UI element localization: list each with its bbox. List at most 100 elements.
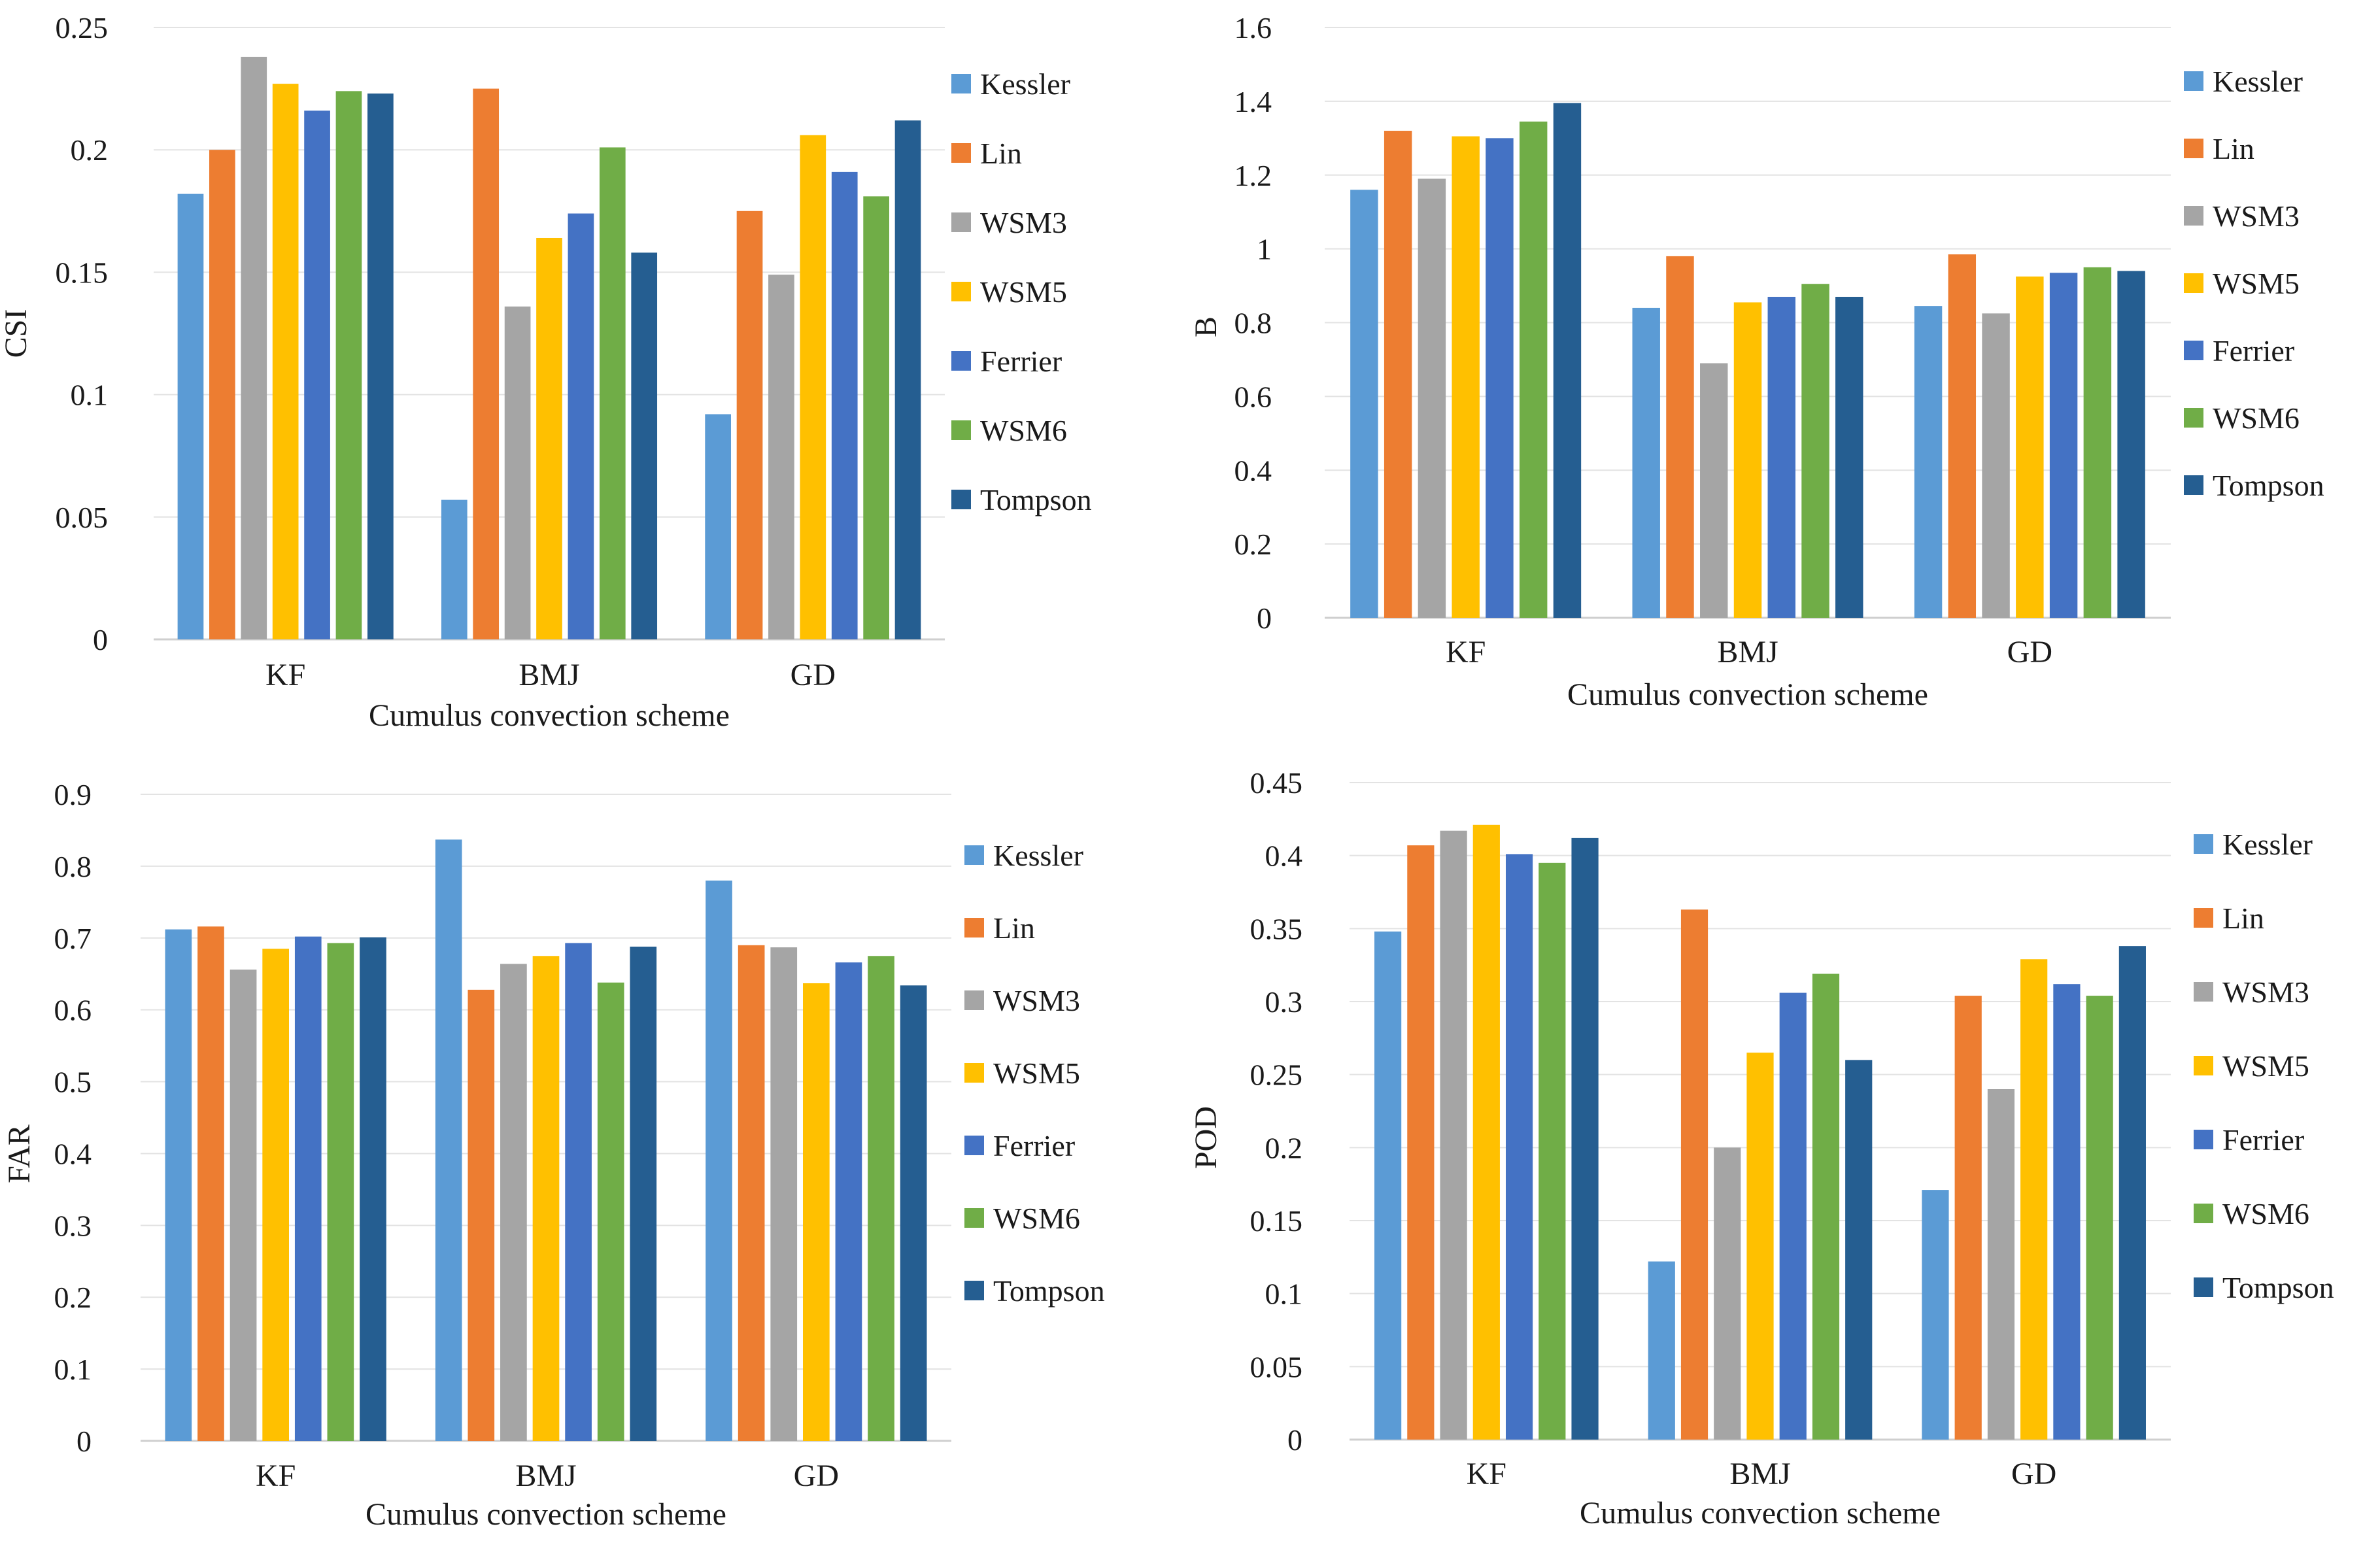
legend-label: Lin [2213, 132, 2254, 165]
legend-label: WSM3 [993, 984, 1080, 1017]
legend-swatch [2184, 206, 2203, 226]
y-axis-title: CSI [0, 309, 33, 358]
bar-ferrier-gd [835, 962, 862, 1441]
x-tick-labels: KF BMJ GD [1446, 635, 2052, 669]
y-tick-label: 0.35 [1250, 912, 1303, 945]
x-axis-title: Cumulus convection scheme [369, 698, 730, 733]
legend-label: WSM5 [2222, 1049, 2309, 1083]
legend-item-tompson: Tompson [2184, 469, 2324, 502]
y-tick-labels: 0 0.2 0.4 0.6 0.8 1 1.2 1.4 1.6 [1234, 11, 1272, 635]
bar-wsm3-gd [770, 947, 798, 1441]
pod-chart: 0 0.05 0.1 0.15 0.2 0.25 0.3 0.35 0.4 0.45 KF BMJ GD… [1189, 766, 2334, 1530]
bar-ferrier-kf [304, 110, 330, 639]
y-tick-label: 1.6 [1234, 11, 1272, 44]
series-kessler [1374, 931, 1949, 1440]
bar-kessler-kf [1374, 931, 1402, 1440]
y-tick-label: 0 [1287, 1423, 1302, 1457]
x-tick-label: KF [1446, 635, 1486, 669]
series-lin [1407, 845, 1982, 1440]
bar-wsm5-bmj [536, 237, 562, 639]
series-ferrier [294, 936, 862, 1441]
legend-swatch [2184, 408, 2203, 428]
legend-swatch [2194, 834, 2213, 854]
legend-label: Kessler [993, 839, 1083, 872]
legend-swatch [951, 212, 971, 232]
legend-item-wsm5: WSM5 [964, 1056, 1080, 1090]
series-wsm6 [1538, 862, 2113, 1440]
y-tick-label: 0 [93, 623, 108, 656]
series-kessler [1350, 190, 1943, 618]
bar-kessler-kf [165, 929, 192, 1441]
legend-item-wsm6: WSM6 [951, 414, 1067, 447]
x-tick-label: GD [794, 1459, 839, 1493]
legend-label: WSM6 [980, 414, 1067, 447]
x-tick-label: BMJ [1729, 1457, 1790, 1491]
y-tick-label: 0 [1257, 601, 1272, 635]
bar-wsm5-bmj [1733, 302, 1762, 618]
bar-tompson-bmj [631, 252, 658, 639]
legend-swatch [951, 420, 971, 440]
y-tick-label: 0.8 [54, 850, 92, 883]
legend-swatch [2194, 1056, 2213, 1075]
y-tick-label: 0.1 [71, 379, 109, 412]
legend-item-tompson: Tompson [2194, 1271, 2334, 1304]
y-tick-label: 0.15 [1250, 1204, 1303, 1238]
x-tick-label: KF [1467, 1457, 1506, 1491]
bar-ferrier-bmj [1767, 296, 1795, 618]
series-ferrier [1486, 138, 2078, 618]
bar-wsm5-gd [2016, 276, 2044, 618]
bar-ferrier-gd [831, 171, 858, 639]
bars [1374, 824, 2146, 1440]
bar-lin-bmj [1680, 909, 1708, 1440]
bars [177, 56, 921, 640]
bar-kessler-bmj [1632, 307, 1660, 618]
legend-item-wsm6: WSM6 [2184, 401, 2300, 435]
legend-label: Tompson [993, 1274, 1105, 1308]
bar-lin-bmj [468, 989, 495, 1441]
bar-wsm6-gd [2086, 996, 2113, 1440]
bar-wsm6-gd [2083, 267, 2112, 618]
legend-item-lin: Lin [964, 911, 1035, 945]
bar-wsm6-kf [1538, 862, 1566, 1440]
series-wsm3 [241, 56, 794, 640]
legend-item-wsm6: WSM6 [964, 1202, 1080, 1235]
bar-wsm3-bmj [500, 964, 527, 1441]
bar-wsm5-bmj [1746, 1053, 1774, 1440]
series-wsm5 [272, 84, 826, 640]
legend-item-ferrier: Ferrier [964, 1129, 1075, 1162]
y-tick-label: 0.4 [1234, 454, 1272, 487]
legend-label: WSM6 [993, 1202, 1080, 1235]
bar-wsm5-bmj [532, 956, 560, 1441]
legend-item-lin: Lin [951, 137, 1022, 170]
bar-wsm3-kf [1418, 178, 1446, 618]
bar-wsm6-gd [868, 956, 894, 1441]
legend-label: Ferrier [2213, 334, 2294, 367]
legend: Kessler Lin WSM3 WSM5 Ferrier WSM6 Tompson [964, 839, 1105, 1308]
y-tick-label: 0.05 [1250, 1350, 1303, 1383]
bar-kessler-kf [1350, 190, 1378, 618]
bar-wsm3-gd [1987, 1089, 2015, 1440]
y-tick-label: 0.8 [1234, 307, 1272, 340]
legend-item-lin: Lin [2184, 132, 2254, 165]
y-tick-label: 0.05 [56, 501, 109, 534]
bar-kessler-gd [705, 414, 731, 639]
legend-item-ferrier: Ferrier [951, 345, 1062, 378]
bar-wsm6-kf [327, 943, 354, 1441]
bar-wsm6-bmj [599, 147, 626, 639]
legend-swatch [2194, 908, 2213, 928]
y-tick-label: 0.45 [1250, 766, 1303, 800]
y-tick-label: 0.2 [1265, 1131, 1303, 1164]
legend-label: Tompson [2222, 1271, 2334, 1304]
legend-swatch [964, 918, 984, 937]
legend-label: Kessler [2213, 65, 2303, 98]
bar-tompson-kf [1553, 103, 1582, 618]
legend-swatch [951, 74, 971, 93]
y-tick-label: 0.1 [54, 1353, 92, 1386]
bar-tompson-bmj [630, 946, 657, 1441]
bar-kessler-kf [177, 194, 204, 639]
series-wsm5 [262, 949, 830, 1441]
legend-label: Lin [980, 137, 1022, 170]
legend-swatch [951, 282, 971, 301]
y-tick-label: 0.15 [56, 256, 109, 289]
bar-wsm3-kf [230, 970, 257, 1441]
